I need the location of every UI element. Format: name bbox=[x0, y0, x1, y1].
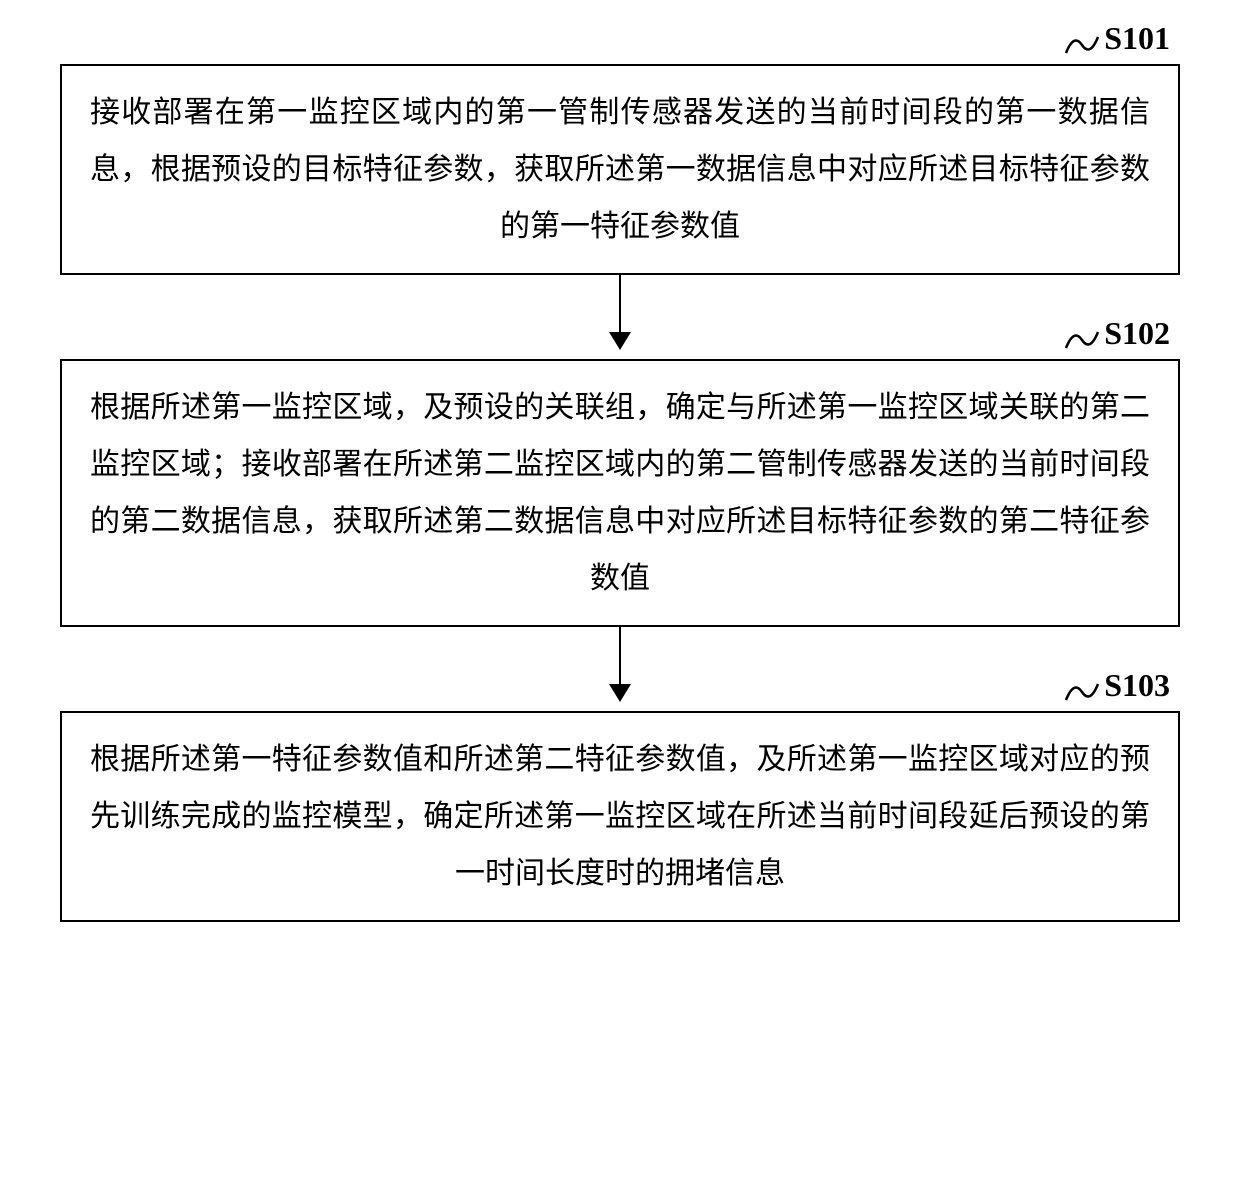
step-label-2: S102 bbox=[1064, 315, 1170, 352]
step-label-3: S103 bbox=[1064, 667, 1170, 704]
flowchart-container: S101 接收部署在第一监控区域内的第一管制传感器发送的当前时间段的第一数据信息… bbox=[60, 20, 1180, 922]
step-label-text-2: S102 bbox=[1104, 315, 1170, 352]
arrow-line-icon bbox=[619, 627, 622, 685]
step-label-text-3: S103 bbox=[1104, 667, 1170, 704]
arrow-2 bbox=[609, 627, 631, 711]
step-label-text-1: S101 bbox=[1104, 20, 1170, 57]
arrow-head-icon bbox=[609, 332, 631, 350]
step-text-1: 接收部署在第一监控区域内的第一管制传感器发送的当前时间段的第一数据信息，根据预设… bbox=[90, 96, 1150, 243]
arrow-1 bbox=[609, 275, 631, 359]
arrow-line-icon bbox=[619, 275, 622, 333]
step-wrapper-2: S102 根据所述第一监控区域，及预设的关联组，确定与所述第一监控区域关联的第二… bbox=[60, 359, 1180, 627]
step-label-1: S101 bbox=[1064, 20, 1170, 57]
step-box-1: 接收部署在第一监控区域内的第一管制传感器发送的当前时间段的第一数据信息，根据预设… bbox=[60, 64, 1180, 275]
step-wrapper-3: S103 根据所述第一特征参数值和所述第二特征参数值，及所述第一监控区域对应的预… bbox=[60, 711, 1180, 922]
label-curve-icon bbox=[1064, 324, 1100, 352]
arrow-head-icon bbox=[609, 684, 631, 702]
step-text-3: 根据所述第一特征参数值和所述第二特征参数值，及所述第一监控区域对应的预先训练完成… bbox=[90, 743, 1150, 890]
step-wrapper-1: S101 接收部署在第一监控区域内的第一管制传感器发送的当前时间段的第一数据信息… bbox=[60, 64, 1180, 275]
label-curve-icon bbox=[1064, 676, 1100, 704]
step-box-2: 根据所述第一监控区域，及预设的关联组，确定与所述第一监控区域关联的第二监控区域；… bbox=[60, 359, 1180, 627]
step-box-3: 根据所述第一特征参数值和所述第二特征参数值，及所述第一监控区域对应的预先训练完成… bbox=[60, 711, 1180, 922]
step-text-2: 根据所述第一监控区域，及预设的关联组，确定与所述第一监控区域关联的第二监控区域；… bbox=[90, 391, 1150, 595]
label-curve-icon bbox=[1064, 29, 1100, 57]
